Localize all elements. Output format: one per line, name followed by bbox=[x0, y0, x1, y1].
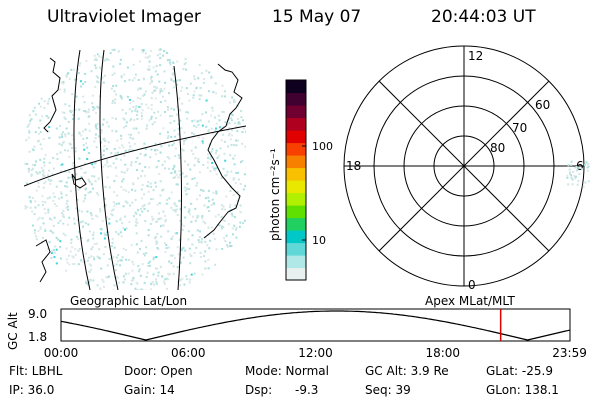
glat-readout: GLat: -25.9 bbox=[486, 364, 553, 378]
longitude-line-2 bbox=[99, 49, 119, 290]
latitude-line bbox=[24, 125, 246, 187]
island-contour bbox=[71, 173, 87, 189]
gain-readout: Gain: 14 bbox=[124, 383, 175, 397]
time-label: 20:44:03 UT bbox=[431, 7, 536, 27]
coastline-southwest bbox=[35, 239, 51, 283]
longitude-line-1 bbox=[73, 49, 91, 290]
date-label: 15 May 07 bbox=[272, 7, 362, 27]
aurora-emission-dots bbox=[24, 48, 246, 290]
filter-readout: Flt: LBHL bbox=[9, 364, 63, 378]
seq-readout: Seq: 39 bbox=[365, 383, 411, 397]
geo-panel-label: Geographic Lat/Lon bbox=[70, 294, 187, 308]
longitude-line-3 bbox=[173, 65, 182, 290]
glon-readout: GLon: 138.1 bbox=[486, 383, 559, 397]
gc-alt-readout: GC Alt: 3.9 Re bbox=[365, 364, 449, 378]
mode-readout: Mode: Normal bbox=[245, 364, 329, 378]
coastline-east bbox=[203, 63, 243, 239]
dsp-label: Dsp: bbox=[245, 383, 273, 397]
door-readout: Door: Open bbox=[124, 364, 193, 378]
dsp-value: -9.3 bbox=[295, 383, 319, 397]
instrument-title: Ultraviolet Imager bbox=[47, 7, 201, 27]
coastline-west bbox=[43, 57, 61, 133]
ip-readout: IP: 36.0 bbox=[9, 383, 55, 397]
